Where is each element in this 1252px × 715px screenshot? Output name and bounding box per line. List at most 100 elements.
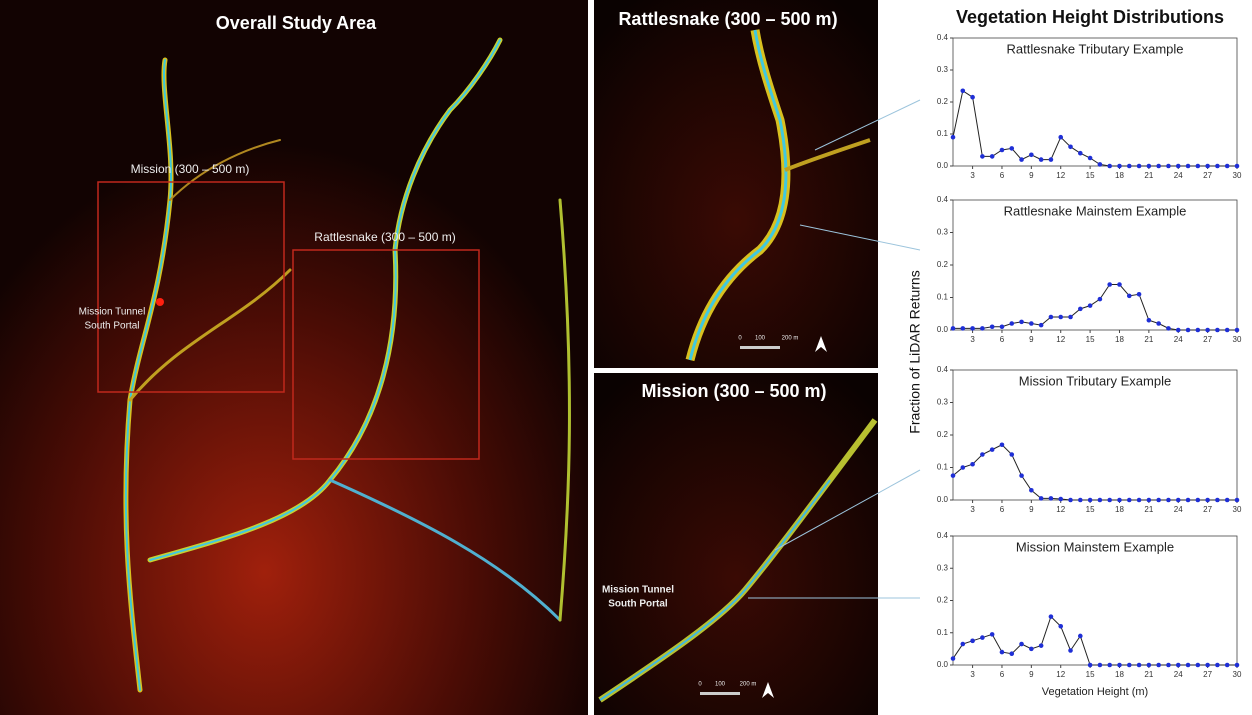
x-tick-label: 27 xyxy=(1203,335,1212,344)
point xyxy=(1078,307,1083,312)
mission-map xyxy=(594,373,878,715)
point xyxy=(1176,498,1181,503)
y-tick-label: 0.0 xyxy=(937,495,949,504)
point xyxy=(970,639,975,644)
point xyxy=(1235,164,1240,169)
x-tick-label: 24 xyxy=(1174,171,1183,180)
x-tick-label: 6 xyxy=(1000,505,1005,514)
point xyxy=(1009,651,1014,656)
point xyxy=(1166,663,1171,668)
x-tick-label: 27 xyxy=(1203,670,1212,679)
point xyxy=(1098,297,1103,302)
x-tick-label: 24 xyxy=(1174,505,1183,514)
point xyxy=(1117,498,1122,503)
point xyxy=(1156,663,1161,668)
scale-label: 200 m xyxy=(782,336,799,342)
plot-frame xyxy=(953,536,1237,665)
y-tick-label: 0.1 xyxy=(937,628,949,637)
point xyxy=(1029,153,1034,158)
point xyxy=(1098,162,1103,167)
point xyxy=(1107,498,1112,503)
point xyxy=(1078,151,1083,156)
point xyxy=(1088,498,1093,503)
point xyxy=(1019,157,1024,162)
point xyxy=(1205,498,1210,503)
point xyxy=(1098,663,1103,668)
x-tick-label: 12 xyxy=(1056,171,1065,180)
point xyxy=(1156,164,1161,169)
point xyxy=(1196,663,1201,668)
point xyxy=(1137,292,1142,297)
page: Overall Study Area Mission (300 – 500 m)… xyxy=(0,0,1252,715)
plot-frame xyxy=(953,200,1237,330)
heading: Vegetation Height Distributions xyxy=(956,7,1224,27)
point xyxy=(960,465,965,470)
y-tick-label: 0.4 xyxy=(937,531,949,540)
point xyxy=(980,326,985,331)
y-tick-label: 0.1 xyxy=(937,129,949,138)
point xyxy=(1215,663,1220,668)
point xyxy=(960,326,965,331)
map-title: Mission (300 – 500 m) xyxy=(641,381,826,401)
y-tick-label: 0.2 xyxy=(937,97,949,106)
x-tick-label: 27 xyxy=(1203,505,1212,514)
x-tick-label: 6 xyxy=(1000,335,1005,344)
point xyxy=(1000,442,1005,447)
plot-frame xyxy=(953,370,1237,500)
point xyxy=(960,89,965,94)
point xyxy=(1196,498,1201,503)
point xyxy=(1186,498,1191,503)
point xyxy=(1000,148,1005,153)
point xyxy=(1235,328,1240,333)
point xyxy=(1000,650,1005,655)
x-tick-label: 15 xyxy=(1086,505,1095,514)
y-tick-label: 0.0 xyxy=(937,161,949,170)
point xyxy=(1009,452,1014,457)
x-tick-label: 21 xyxy=(1144,171,1153,180)
point xyxy=(1049,157,1054,162)
point xyxy=(1156,321,1161,326)
overall-map xyxy=(0,0,588,715)
x-tick-label: 24 xyxy=(1174,335,1183,344)
point xyxy=(951,473,956,478)
x-tick-label: 30 xyxy=(1233,670,1242,679)
point xyxy=(970,326,975,331)
point xyxy=(951,326,956,331)
y-tick-label: 0.2 xyxy=(937,260,949,269)
portal-label: Mission Tunnel xyxy=(79,307,146,318)
y-tick-label: 0.3 xyxy=(937,65,949,74)
x-tick-label: 15 xyxy=(1086,670,1095,679)
y-tick-label: 0.2 xyxy=(937,430,949,439)
point xyxy=(1186,663,1191,668)
figure: Overall Study Area Mission (300 – 500 m)… xyxy=(0,0,1252,715)
x-tick-label: 21 xyxy=(1144,670,1153,679)
x-tick-label: 30 xyxy=(1233,335,1242,344)
point xyxy=(1019,642,1024,647)
point xyxy=(1039,643,1044,648)
point xyxy=(1225,164,1230,169)
point xyxy=(1107,164,1112,169)
point xyxy=(1166,164,1171,169)
point xyxy=(1205,328,1210,333)
y-tick-label: 0.4 xyxy=(937,195,949,204)
point xyxy=(1225,498,1230,503)
point xyxy=(1127,663,1132,668)
point xyxy=(970,95,975,100)
point xyxy=(951,135,956,140)
point xyxy=(1235,498,1240,503)
y-tick-label: 0.1 xyxy=(937,293,949,302)
point xyxy=(1117,282,1122,287)
y-tick-label: 0.0 xyxy=(937,660,949,669)
x-tick-label: 12 xyxy=(1056,335,1065,344)
x-tick-label: 18 xyxy=(1115,171,1124,180)
point xyxy=(1235,663,1240,668)
point xyxy=(990,632,995,637)
x-tick-label: 9 xyxy=(1029,505,1034,514)
x-tick-label: 18 xyxy=(1115,335,1124,344)
x-tick-label: 15 xyxy=(1086,171,1095,180)
point xyxy=(1215,328,1220,333)
scale-bar xyxy=(740,346,780,349)
point xyxy=(1225,328,1230,333)
point xyxy=(1147,663,1152,668)
chart-title: Rattlesnake Mainstem Example xyxy=(1004,203,1187,218)
